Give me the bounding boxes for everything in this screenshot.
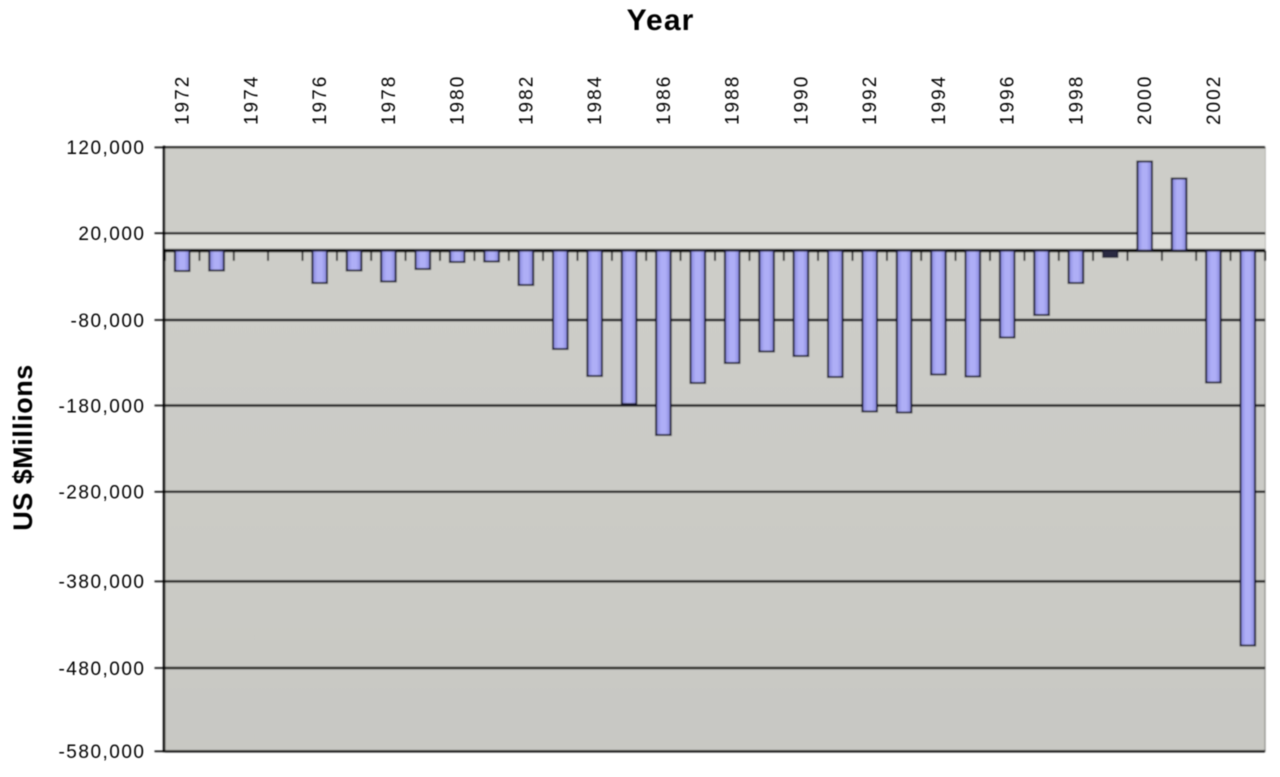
svg-text:-280,000: -280,000 — [58, 483, 145, 504]
svg-text:1972: 1972 — [173, 75, 194, 125]
svg-text:1976: 1976 — [310, 75, 331, 125]
svg-text:120,000: 120,000 — [66, 138, 145, 159]
svg-text:1994: 1994 — [929, 75, 950, 125]
svg-text:1984: 1984 — [585, 75, 606, 125]
svg-text:1996: 1996 — [998, 75, 1019, 125]
svg-text:2002: 2002 — [1204, 75, 1225, 125]
svg-text:1990: 1990 — [791, 75, 812, 125]
svg-text:1988: 1988 — [723, 75, 744, 125]
svg-text:-180,000: -180,000 — [58, 396, 145, 417]
svg-text:-380,000: -380,000 — [58, 572, 145, 593]
svg-text:1986: 1986 — [654, 75, 675, 125]
svg-text:1974: 1974 — [241, 75, 262, 125]
svg-text:1978: 1978 — [379, 75, 400, 125]
svg-text:-80,000: -80,000 — [71, 311, 146, 332]
svg-text:1992: 1992 — [860, 75, 881, 125]
svg-text:20,000: 20,000 — [78, 224, 145, 245]
svg-text:1982: 1982 — [516, 75, 537, 125]
svg-text:Year: Year — [627, 4, 695, 37]
svg-text:US $Millions: US $Millions — [8, 364, 38, 531]
svg-text:2000: 2000 — [1135, 75, 1156, 125]
svg-text:-580,000: -580,000 — [58, 742, 145, 763]
svg-text:1980: 1980 — [448, 75, 469, 125]
svg-text:1998: 1998 — [1066, 75, 1087, 125]
svg-text:-480,000: -480,000 — [58, 659, 145, 680]
